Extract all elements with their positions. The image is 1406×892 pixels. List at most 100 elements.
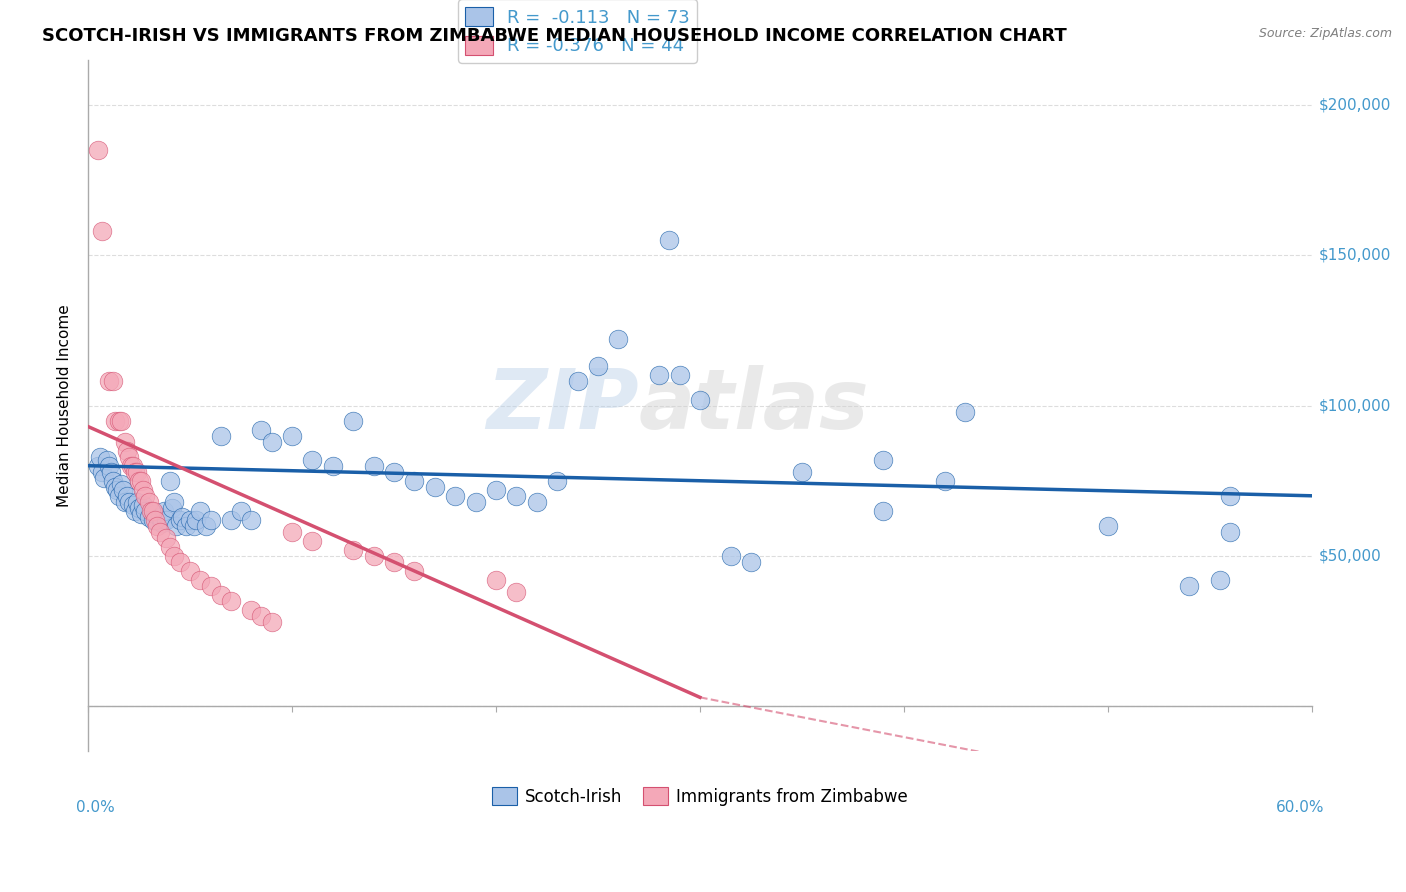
Text: $150,000: $150,000 xyxy=(1319,248,1391,262)
Point xyxy=(160,500,183,515)
Point xyxy=(155,531,177,545)
Point xyxy=(872,504,894,518)
Text: 60.0%: 60.0% xyxy=(1275,800,1324,815)
Point xyxy=(148,509,170,524)
Point xyxy=(142,504,165,518)
Point xyxy=(301,533,323,548)
Point xyxy=(110,414,132,428)
Y-axis label: Median Household Income: Median Household Income xyxy=(58,304,72,507)
Point xyxy=(87,143,110,157)
Point xyxy=(163,549,186,563)
Point xyxy=(134,504,156,518)
Point xyxy=(188,504,211,518)
Text: $50,000: $50,000 xyxy=(1319,549,1381,564)
Point xyxy=(658,233,681,247)
Point xyxy=(934,474,956,488)
Point xyxy=(96,452,118,467)
Point xyxy=(219,513,242,527)
Point xyxy=(120,458,142,473)
Point xyxy=(281,428,304,442)
Point xyxy=(132,498,155,512)
Point xyxy=(91,465,114,479)
Point xyxy=(1219,524,1241,539)
Point xyxy=(188,573,211,587)
Point xyxy=(505,585,527,599)
Text: Source: ZipAtlas.com: Source: ZipAtlas.com xyxy=(1258,27,1392,40)
Point xyxy=(444,489,467,503)
Text: ZIP: ZIP xyxy=(486,365,638,446)
Point xyxy=(100,465,122,479)
Point xyxy=(200,579,222,593)
Point xyxy=(179,513,201,527)
Point xyxy=(404,564,426,578)
Text: atlas: atlas xyxy=(638,365,869,446)
Point xyxy=(505,489,527,503)
Point xyxy=(229,504,252,518)
Point xyxy=(127,465,149,479)
Point xyxy=(382,465,405,479)
Point xyxy=(97,375,120,389)
Point xyxy=(668,368,690,383)
Point xyxy=(260,615,283,629)
Point xyxy=(104,480,127,494)
Point xyxy=(740,555,762,569)
Point xyxy=(586,359,609,374)
Point xyxy=(129,507,152,521)
Point xyxy=(110,476,132,491)
Point xyxy=(546,474,568,488)
Point xyxy=(567,375,589,389)
Point xyxy=(127,495,149,509)
Point xyxy=(87,458,110,473)
Point xyxy=(607,332,630,346)
Point xyxy=(1178,579,1201,593)
Point xyxy=(159,540,181,554)
Point xyxy=(105,483,128,497)
Point xyxy=(128,474,150,488)
Point xyxy=(124,504,146,518)
Point xyxy=(301,452,323,467)
Point xyxy=(464,495,486,509)
Text: SCOTCH-IRISH VS IMMIGRANTS FROM ZIMBABWE MEDIAN HOUSEHOLD INCOME CORRELATION CHA: SCOTCH-IRISH VS IMMIGRANTS FROM ZIMBABWE… xyxy=(42,27,1067,45)
Point xyxy=(118,450,141,464)
Point xyxy=(122,498,145,512)
Point xyxy=(209,428,232,442)
Point xyxy=(124,465,146,479)
Point xyxy=(93,471,115,485)
Point xyxy=(145,507,167,521)
Point xyxy=(342,414,364,428)
Point xyxy=(122,458,145,473)
Point xyxy=(145,513,167,527)
Point xyxy=(1209,573,1232,587)
Point xyxy=(526,495,548,509)
Point xyxy=(101,474,124,488)
Point xyxy=(104,414,127,428)
Point xyxy=(148,524,170,539)
Point xyxy=(1219,489,1241,503)
Point xyxy=(953,404,976,418)
Point xyxy=(159,474,181,488)
Point xyxy=(129,474,152,488)
Point xyxy=(132,483,155,497)
Point xyxy=(169,555,191,569)
Point xyxy=(107,489,129,503)
Point xyxy=(250,609,273,624)
Point xyxy=(485,573,508,587)
Point xyxy=(169,513,191,527)
Point xyxy=(240,513,263,527)
Point xyxy=(118,495,141,509)
Point xyxy=(138,495,160,509)
Point xyxy=(382,555,405,569)
Point xyxy=(165,519,187,533)
Point xyxy=(138,509,160,524)
Point xyxy=(250,423,273,437)
Point xyxy=(363,458,385,473)
Point xyxy=(179,564,201,578)
Point xyxy=(720,549,742,563)
Point xyxy=(89,450,111,464)
Point xyxy=(170,509,193,524)
Point xyxy=(115,443,138,458)
Text: $200,000: $200,000 xyxy=(1319,97,1391,112)
Point xyxy=(107,414,129,428)
Point xyxy=(146,519,169,533)
Point xyxy=(1097,519,1119,533)
